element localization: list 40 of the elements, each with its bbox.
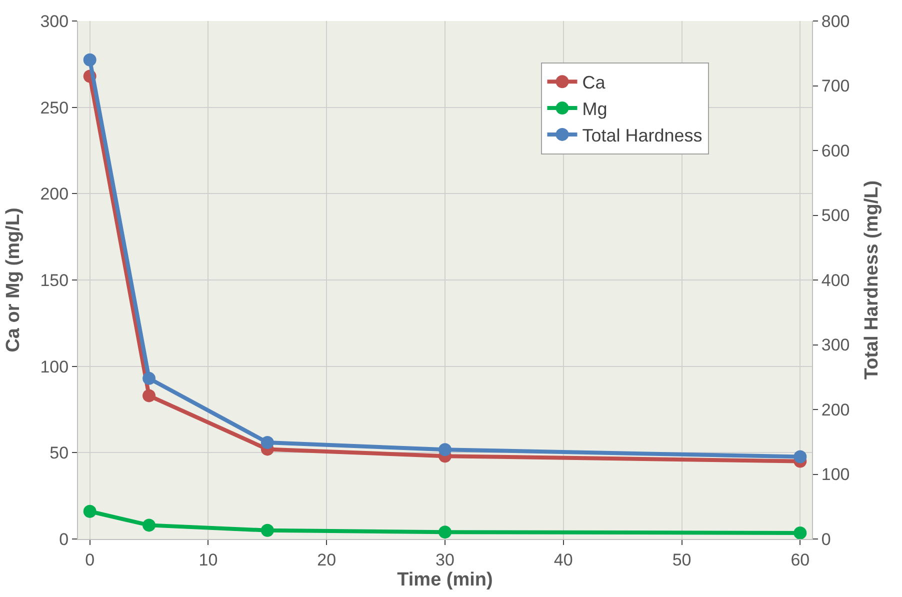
y2-tick-label: 200 — [821, 400, 850, 420]
legend-label: Mg — [582, 99, 608, 120]
y2-tick-label: 300 — [821, 336, 850, 355]
point — [438, 443, 452, 456]
y-tick-label: 100 — [40, 357, 69, 376]
y2-tick-label: 600 — [821, 141, 850, 160]
y-tick-label: 0 — [59, 530, 69, 549]
point — [260, 436, 274, 450]
y-tick-label: 300 — [40, 12, 69, 31]
x-axis-title: Time (min) — [397, 569, 493, 590]
point — [83, 504, 96, 518]
y-axis-title: Ca or Mg (mg/L) — [3, 208, 24, 352]
legend-label: Ca — [582, 72, 606, 93]
y2-tick-label: 500 — [821, 206, 850, 226]
x-tick-label: 50 — [672, 550, 692, 570]
point — [83, 53, 96, 66]
point — [142, 518, 156, 532]
x-tick-label: 20 — [317, 550, 336, 570]
point — [794, 450, 807, 464]
point — [438, 526, 452, 539]
x-tick-label: 0 — [85, 550, 95, 570]
y-tick-label: 150 — [40, 270, 69, 290]
y2-tick-label: 100 — [821, 465, 850, 484]
x-tick-label: 30 — [436, 550, 454, 570]
y2-tick-label: 0 — [821, 530, 831, 549]
point — [142, 372, 156, 385]
y2-tick-label: 400 — [821, 270, 850, 290]
legend-label: Total Hardness — [582, 125, 702, 146]
point — [794, 526, 807, 539]
y-tick-label: 50 — [50, 444, 69, 463]
point — [260, 524, 274, 537]
point — [142, 389, 156, 402]
y2-tick-label: 800 — [821, 12, 850, 31]
x-tick-label: 10 — [198, 550, 218, 570]
x-tick-label: 60 — [790, 550, 810, 570]
x-tick-label: 40 — [554, 550, 573, 570]
y2-axis-title: Total Hardness (mg/L) — [862, 180, 883, 380]
y2-tick-label: 700 — [821, 76, 850, 96]
y-tick-label: 200 — [40, 184, 69, 204]
y-tick-label: 250 — [40, 98, 69, 118]
